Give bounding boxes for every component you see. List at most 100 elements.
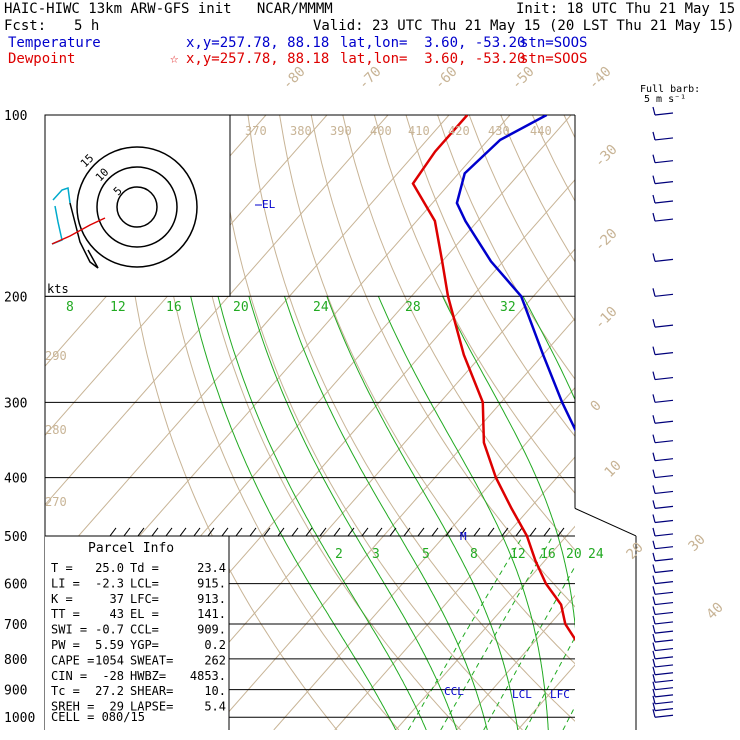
fcst-value: 5 h	[74, 18, 100, 34]
wind-barb-staff	[654, 420, 674, 424]
wind-barb-flag	[652, 346, 656, 355]
mixing-ratio-line	[440, 535, 554, 730]
hatch-mark	[557, 527, 565, 537]
mixing-ratio-label: 8	[66, 300, 74, 315]
wind-barb	[652, 318, 674, 328]
wind-barb	[652, 154, 674, 164]
hodograph-unit-label: kts	[47, 282, 69, 296]
isotherm-line	[334, 456, 575, 730]
wind-barb-staff	[654, 474, 674, 479]
isotherm-label: 20	[624, 540, 647, 563]
theta-label: 400	[370, 124, 392, 138]
wind-barb-flag	[652, 500, 656, 509]
wind-barb-flag	[652, 633, 656, 643]
isotherm-label: -40	[586, 64, 615, 93]
wind-barb-flag	[652, 586, 656, 595]
theta-label: 410	[408, 124, 430, 138]
wind-barb-flag	[652, 106, 656, 116]
hatch-mark	[487, 527, 495, 537]
wind-barb	[652, 624, 674, 634]
wind-barb-staff	[654, 630, 674, 634]
wind-barb	[652, 500, 674, 509]
wind-barb	[652, 106, 674, 116]
theta-label: 440	[530, 124, 552, 138]
wind-barb-flag	[652, 615, 656, 625]
moist-adiabat-line	[670, 296, 722, 730]
wind-barb-flag	[652, 154, 656, 163]
hatch-mark	[179, 527, 187, 537]
parcel-row-key: K =	[51, 592, 73, 606]
hodograph-trace	[69, 202, 99, 269]
hodograph-trace	[52, 187, 71, 204]
temperature-profile-line	[455, 115, 575, 433]
wind-barb-flag	[652, 695, 656, 704]
valid-time: Valid: 23 UTC Thu 21 May 15 (20 LST Thu …	[313, 18, 735, 34]
temperature-legend-stn: stn=SOOS	[520, 35, 588, 51]
parcel-cell-label: CELL = 080/15	[51, 710, 145, 724]
dewpoint-marker-icon: ☆	[170, 51, 179, 67]
mixing-ratio-label: 12	[510, 547, 526, 562]
wind-barb	[652, 681, 674, 691]
wind-barb	[652, 485, 674, 495]
wind-barb-flag	[652, 552, 656, 562]
hatch-mark	[291, 527, 299, 537]
plot-right-border	[574, 507, 637, 537]
dry-adiabat-line	[215, 115, 523, 730]
wind-barb-flag	[652, 434, 656, 443]
isotherm-label: -30	[592, 142, 621, 171]
hodograph-ring	[116, 186, 158, 228]
parcel-info-title: Parcel Info	[88, 541, 174, 556]
pressure-tick-label: 800	[4, 653, 27, 668]
isotherm-line	[151, 248, 575, 730]
wind-barb	[652, 709, 674, 718]
hodograph-trace	[51, 217, 106, 245]
wind-barb-flag	[652, 415, 656, 424]
hatch-mark	[207, 527, 215, 537]
wind-barb-flag	[652, 681, 656, 690]
parcel-row-value: 141.	[197, 607, 226, 621]
wind-barb-flag	[652, 394, 656, 403]
moist-adiabat-line	[248, 296, 458, 730]
hatch-mark	[235, 527, 243, 537]
wind-barb	[652, 175, 674, 185]
parcel-row-key: LAPSE=	[130, 700, 173, 714]
parcel-row-value: 10.	[204, 684, 226, 698]
pressure-tick-label: 400	[4, 472, 27, 487]
pressure-tick-label: 900	[4, 684, 27, 699]
dry-adiabat-line	[722, 115, 740, 730]
mixing-ratio-label: 20	[566, 547, 582, 562]
wind-barb	[652, 633, 674, 643]
wind-barb-staff	[654, 440, 674, 444]
parcel-row-key: LI =	[51, 576, 80, 590]
isotherm-label: -20	[592, 226, 621, 255]
parcel-row-key: PW =	[51, 638, 80, 652]
wind-barb-flag	[652, 564, 656, 573]
parcel-row-key: SWEAT=	[130, 653, 173, 667]
dry-adiabat-line	[373, 115, 575, 495]
moist-adiabat-line	[701, 296, 740, 730]
mixing-ratio-label: 28	[405, 300, 421, 315]
wind-barb-staff	[654, 569, 674, 574]
wind-barb-staff	[654, 533, 674, 537]
wind-barb	[652, 674, 674, 683]
wind-barb-staff	[654, 519, 674, 524]
wind-barb	[652, 540, 674, 550]
wind-barb-staff	[654, 258, 674, 262]
isotherm-label: -60	[432, 64, 461, 93]
hatch-mark	[501, 527, 509, 537]
wind-barb-flag	[652, 194, 656, 204]
parcel-row-value: 915.	[197, 576, 226, 590]
wind-barb-staff	[654, 708, 674, 712]
mixing-ratio-label: 24	[588, 547, 604, 562]
wind-barb	[652, 642, 674, 652]
wind-barb	[652, 564, 674, 574]
level-label: LFC	[550, 688, 570, 701]
wind-barb-staff	[654, 687, 674, 691]
theta-label: 280	[45, 423, 67, 437]
mixing-ratio-label: 3	[372, 547, 380, 562]
mixing-ratio-line	[407, 535, 524, 730]
pressure-tick-label: 600	[4, 578, 27, 593]
wind-barb	[652, 695, 674, 705]
wind-barb	[652, 415, 674, 424]
wind-barb-flag	[652, 540, 656, 549]
